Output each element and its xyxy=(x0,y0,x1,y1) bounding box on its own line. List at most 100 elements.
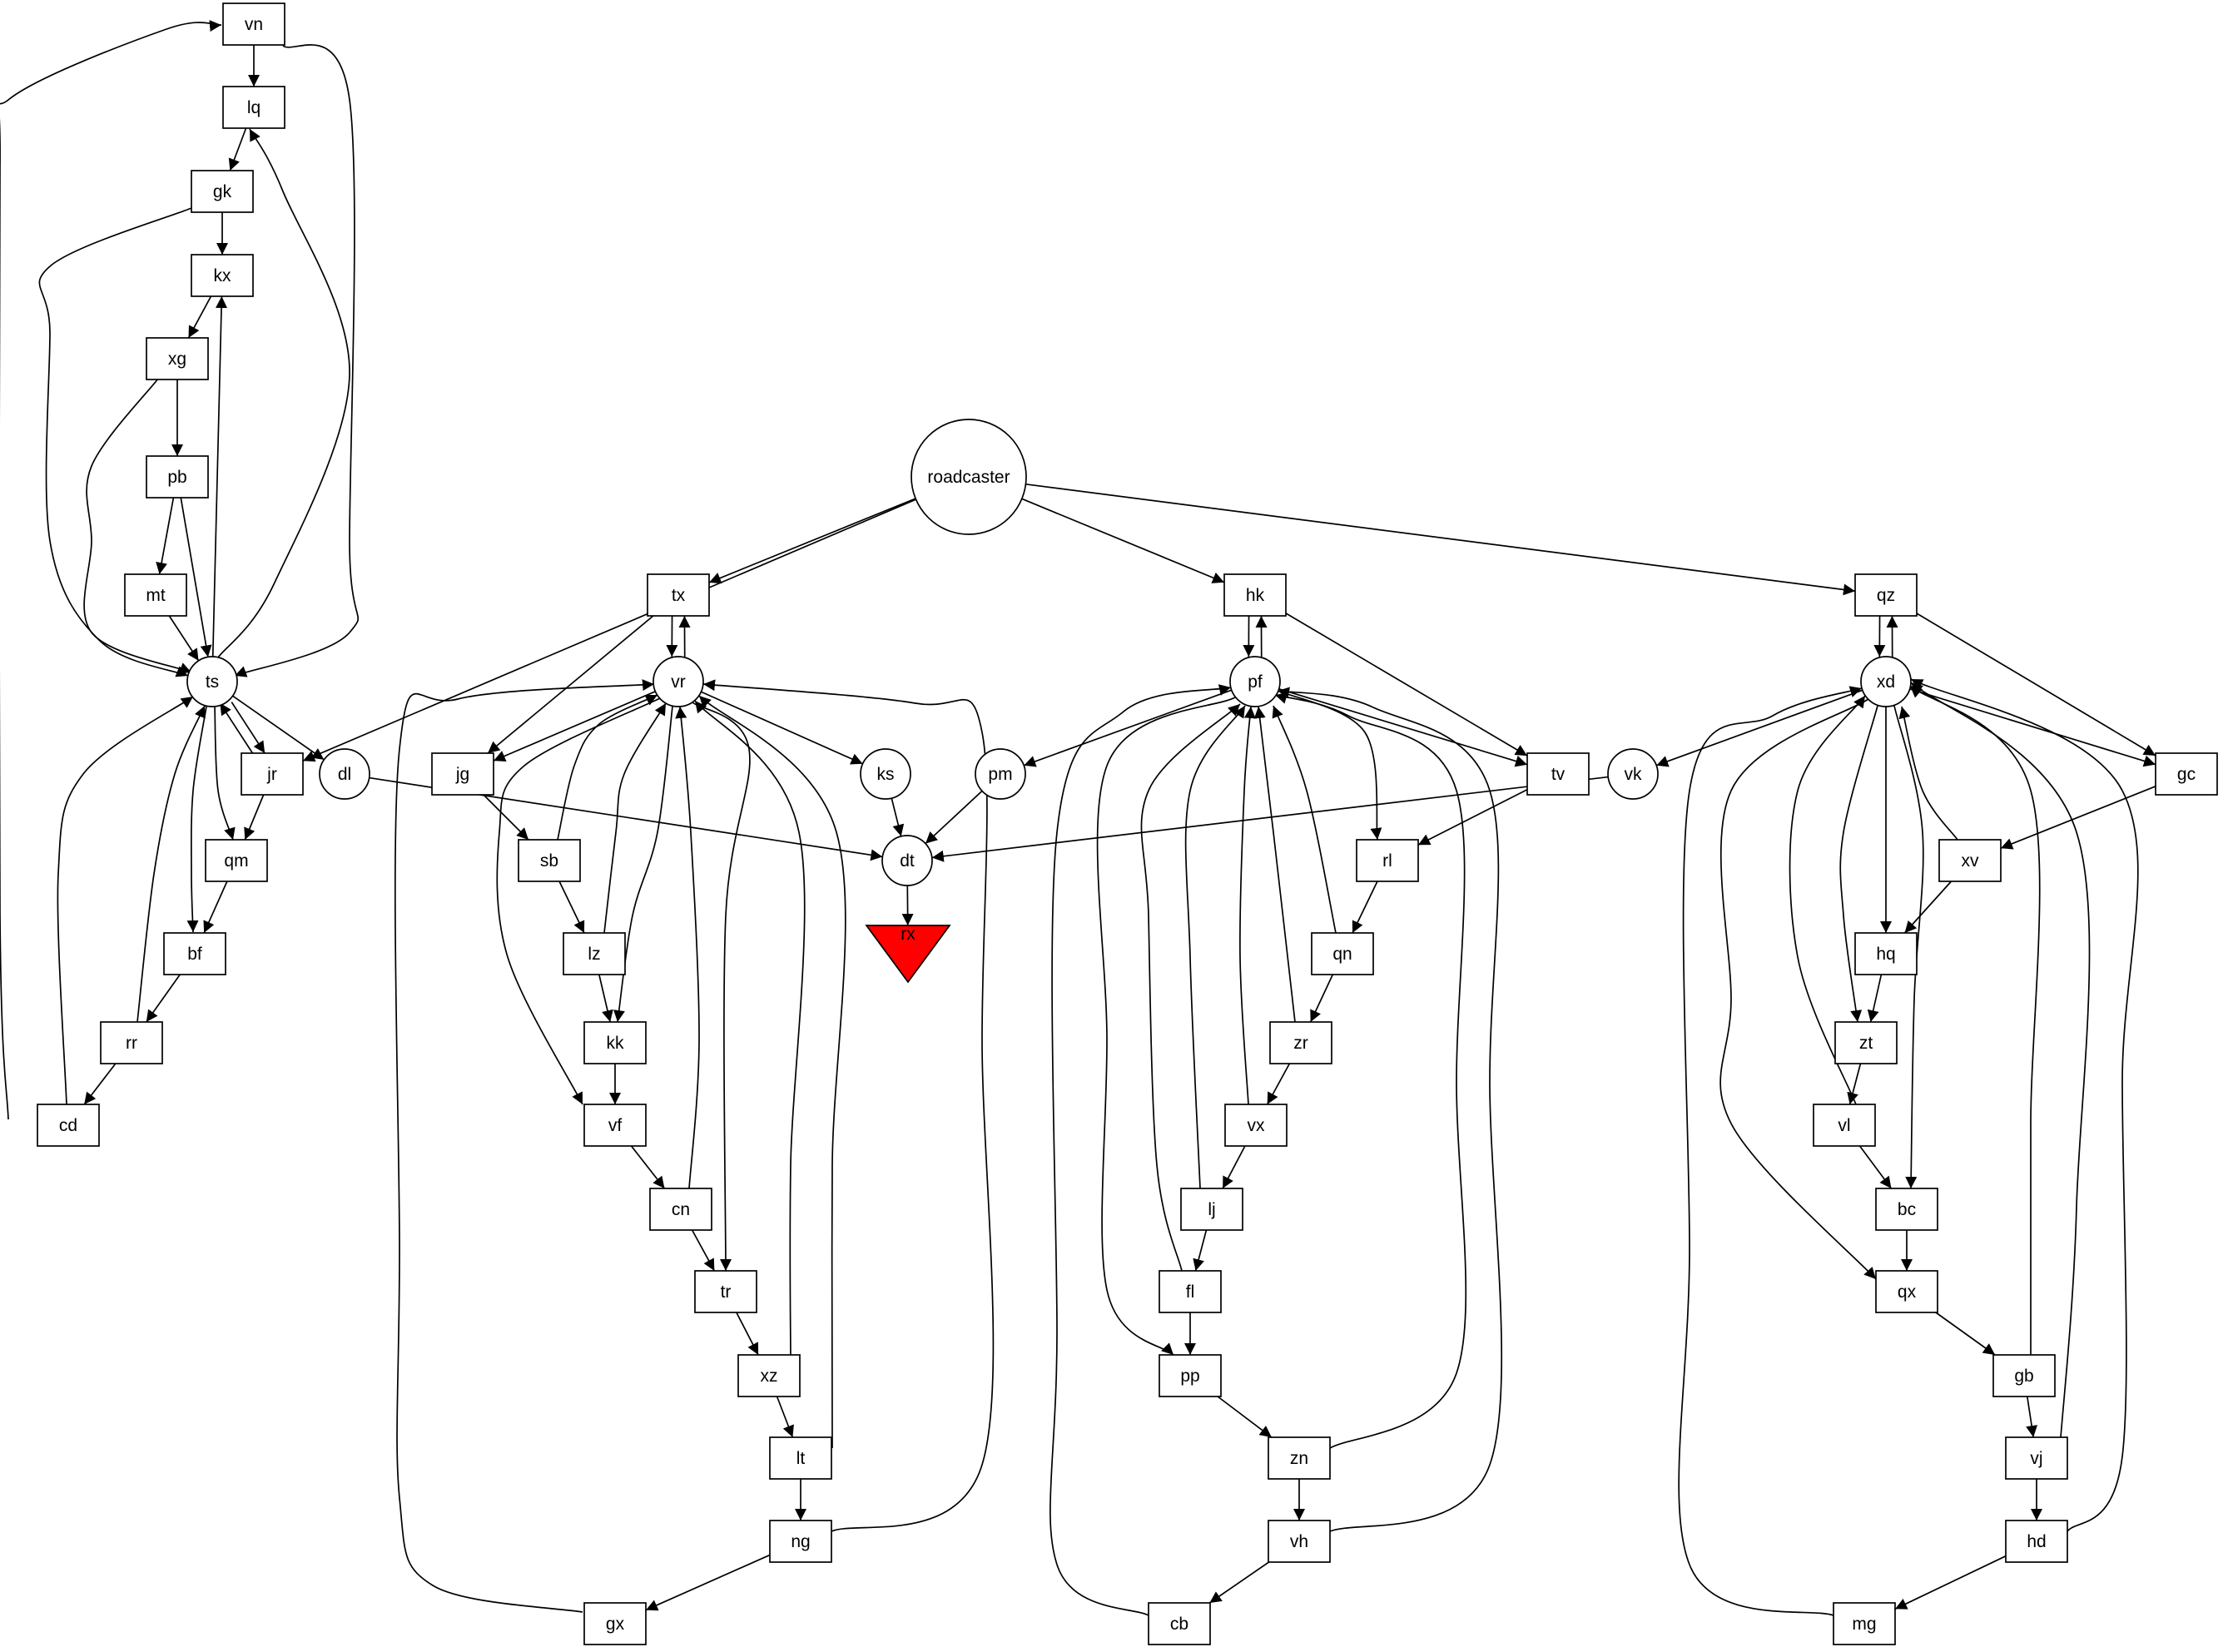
node-xd: xd xyxy=(1860,656,1912,707)
node-shape-xd xyxy=(1860,656,1912,707)
node-shape-lz xyxy=(563,932,626,975)
edge-jr-qm xyxy=(244,794,265,841)
node-label-hd: hd xyxy=(2027,1532,2046,1551)
edge-ts-jr xyxy=(231,702,265,754)
edge-pp-zn xyxy=(1217,1396,1273,1438)
edge-ts-lq xyxy=(217,128,350,658)
node-shape-pp xyxy=(1159,1354,1222,1397)
node-label-ks: ks xyxy=(877,765,895,784)
node-shape-vf xyxy=(583,1104,647,1147)
node-gx: gx xyxy=(583,1602,647,1645)
node-label-sb: sb xyxy=(540,851,558,871)
edge-xz-lt xyxy=(776,1396,794,1438)
node-shape-ng xyxy=(769,1520,832,1563)
node-bf: bf xyxy=(163,932,226,975)
node-gb: gb xyxy=(1992,1354,2056,1397)
edge-zn-pf xyxy=(1274,692,1467,1449)
node-shape-tv xyxy=(1526,752,1590,796)
node-shape-cb xyxy=(1148,1602,1211,1645)
node-hk: hk xyxy=(1223,573,1287,617)
edge-hq-zt xyxy=(1867,974,1883,1023)
edge-cn-vr xyxy=(675,706,700,1189)
node-hq: hq xyxy=(1854,932,1918,975)
node-shape-cn xyxy=(649,1188,712,1231)
node-label-hk: hk xyxy=(1246,586,1265,605)
edge-jg-sb xyxy=(483,794,529,841)
node-tr: tr xyxy=(694,1270,757,1313)
node-shape-tr xyxy=(694,1270,757,1313)
edge-ks-dt xyxy=(891,797,905,837)
edge-tx-jg xyxy=(487,615,654,754)
edge-kx-xg xyxy=(187,295,212,339)
node-mt: mt xyxy=(124,573,187,617)
node-shape-dl xyxy=(319,748,370,800)
node-tv: tv xyxy=(1526,752,1590,796)
edge-xd-qx xyxy=(1719,698,1877,1280)
edge-pm-dt xyxy=(925,790,983,845)
node-fl: fl xyxy=(1159,1270,1222,1313)
edge-qm-bf xyxy=(203,881,228,934)
node-pp: pp xyxy=(1159,1354,1222,1397)
edge-ng-vr xyxy=(702,679,995,1532)
node-xv: xv xyxy=(1938,839,2002,882)
node-gc: gc xyxy=(2155,752,2218,796)
node-shape-kk xyxy=(583,1021,647,1064)
node-shape-vk xyxy=(1607,748,1659,800)
node-label-gb: gb xyxy=(2014,1367,2033,1386)
node-label-tr: tr xyxy=(721,1282,732,1302)
node-shape-sb xyxy=(518,839,581,882)
node-pb: pb xyxy=(146,455,209,499)
node-lj: lj xyxy=(1180,1188,1243,1231)
node-pf: pf xyxy=(1229,656,1281,707)
edge-sb-vr xyxy=(557,694,658,841)
node-shape-qz xyxy=(1854,573,1918,617)
node-shape-bf xyxy=(163,932,226,975)
node-shape-xv xyxy=(1938,839,2002,882)
node-shape-ks xyxy=(860,748,911,800)
edge-cd-vn xyxy=(0,20,222,1120)
node-shape-xz xyxy=(737,1354,801,1397)
node-label-gc: gc xyxy=(2177,765,2196,784)
node-shape-cd xyxy=(37,1104,100,1147)
node-jg: jg xyxy=(431,752,494,796)
edge-vj-xd xyxy=(1910,682,2091,1449)
edge-pf-pp xyxy=(1096,697,1236,1356)
edge-xd-zt xyxy=(1839,705,1878,1023)
node-vl: vl xyxy=(1813,1104,1876,1147)
edge-lq-gk xyxy=(228,127,247,171)
node-shape-lq xyxy=(222,86,285,129)
node-shape-xg xyxy=(146,337,209,380)
edge-fl-pf xyxy=(1140,703,1241,1272)
edge-roadcaster-tx xyxy=(708,498,916,584)
node-qm: qm xyxy=(205,839,268,882)
edge-ts-qm xyxy=(214,706,236,841)
edge-cn-tr xyxy=(691,1229,716,1272)
node-mg: mg xyxy=(1833,1602,1896,1645)
node-shape-dt xyxy=(881,835,933,886)
node-xg: xg xyxy=(146,337,209,380)
node-label-bf: bf xyxy=(187,945,202,964)
node-zt: zt xyxy=(1834,1021,1898,1064)
node-ng: ng xyxy=(769,1520,832,1563)
edge-vr-vf xyxy=(496,697,661,1105)
node-vh: vh xyxy=(1268,1520,1331,1563)
node-label-jr: jr xyxy=(266,765,277,784)
node-label-pp: pp xyxy=(1180,1367,1199,1386)
node-label-mt: mt xyxy=(146,586,165,605)
node-rx: rx xyxy=(865,925,951,984)
edge-tr-xz xyxy=(736,1312,759,1356)
node-label-qn: qn xyxy=(1332,945,1352,964)
node-label-xv: xv xyxy=(1962,851,1980,871)
edge-mt-ts xyxy=(168,615,200,662)
node-label-vk: vk xyxy=(1625,765,1643,784)
node-vf: vf xyxy=(583,1104,647,1147)
node-hd: hd xyxy=(2005,1520,2068,1563)
node-shape-ts xyxy=(186,656,238,707)
node-label-zn: zn xyxy=(1290,1449,1308,1468)
node-jr: jr xyxy=(241,752,304,796)
node-shape-zt xyxy=(1834,1021,1898,1064)
edge-cd-ts xyxy=(57,696,194,1105)
node-label-pb: pb xyxy=(167,468,186,487)
node-label-jg: jg xyxy=(455,765,469,784)
edge-vx-lj xyxy=(1222,1145,1246,1189)
